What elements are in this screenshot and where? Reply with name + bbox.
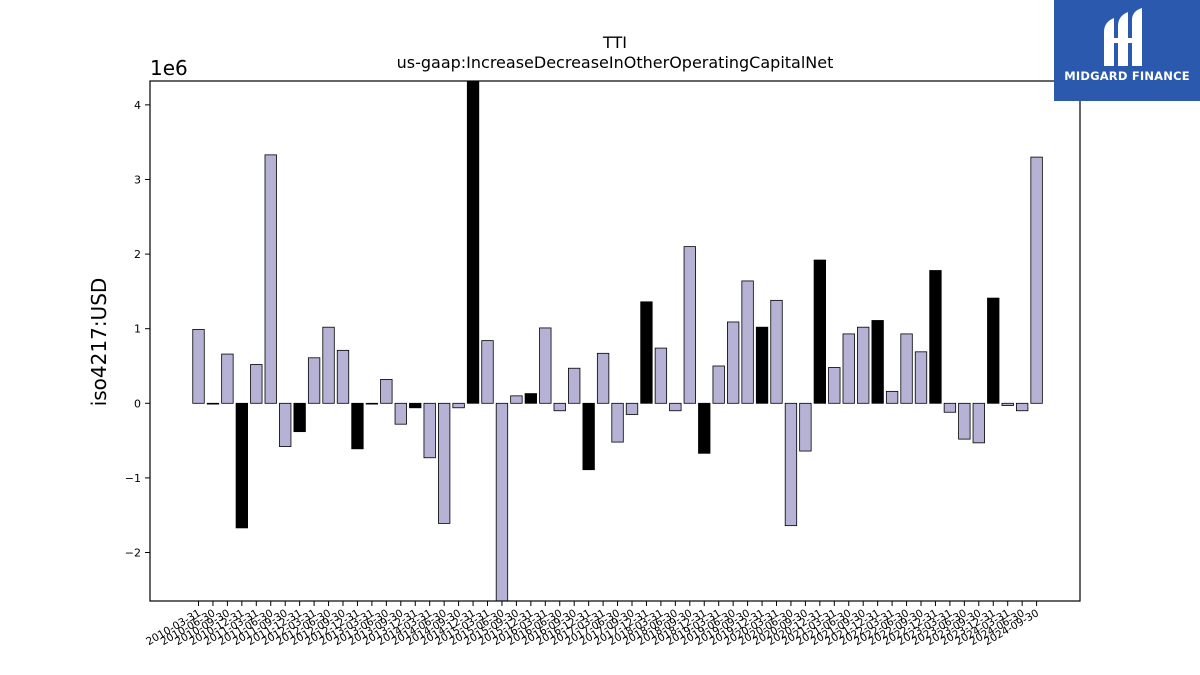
bar-2023-09-30	[972, 402, 985, 444]
bar-2022-09-30	[914, 351, 928, 404]
y-tick-label: 2	[134, 248, 141, 261]
y-tick-label: 3	[134, 173, 141, 186]
y-axis: −2 −1 0 1 2 3 4	[125, 99, 150, 560]
bar-2010-09-30	[221, 353, 234, 404]
bar-2016-12-31	[582, 402, 595, 471]
bar-2023-12-31	[987, 297, 1000, 404]
bar-2018-12-31	[698, 402, 711, 454]
bar-2010-06-30	[206, 402, 220, 405]
chart-title: TTI	[602, 33, 627, 52]
bar-2017-09-30	[625, 402, 639, 415]
bar-2018-03-31	[654, 347, 668, 404]
bar-2011-12-31	[293, 402, 306, 433]
bar-2024-03-31	[1001, 402, 1014, 406]
bar-2017-12-31	[640, 301, 653, 404]
bar-2021-06-30	[842, 333, 855, 404]
bar-2012-06-30	[322, 326, 335, 404]
bars-group	[192, 81, 1043, 601]
bar-2015-03-31	[481, 340, 494, 404]
bar-2020-06-30	[784, 402, 798, 527]
bar-2016-03-31	[539, 327, 552, 404]
bar-2018-09-30	[683, 246, 696, 404]
bar-2017-03-31	[596, 352, 610, 404]
bar-2015-09-30	[510, 395, 523, 404]
bar-2016-09-30	[568, 367, 581, 404]
bar-2022-06-30	[900, 333, 913, 404]
bar-2012-12-31	[351, 402, 364, 450]
bar-2013-03-31	[365, 402, 379, 405]
bar-2023-06-30	[958, 402, 971, 440]
bar-2021-09-30	[857, 326, 870, 404]
bar-2019-03-31	[712, 365, 725, 404]
bar-2014-06-30	[437, 402, 451, 524]
brand-logo: MIDGARD FINANCE	[1054, 0, 1200, 101]
bar-2020-03-31	[770, 299, 783, 404]
midgard-finance-logo-icon	[1104, 8, 1142, 66]
bar-2010-03-31	[192, 329, 205, 404]
bar-2021-03-31	[828, 367, 841, 404]
y-tick-label: −2	[125, 547, 141, 560]
bar-2022-03-31	[885, 390, 899, 404]
bar-2015-12-31	[524, 393, 537, 404]
bar-2017-06-30	[611, 402, 624, 443]
chart-subtitle: us-gaap:IncreaseDecreaseInOtherOperating…	[397, 53, 834, 72]
bar-2023-03-31	[943, 402, 957, 413]
bar-2011-06-30	[264, 154, 277, 404]
bar-2011-03-31	[250, 364, 263, 404]
bar-2011-09-30	[279, 402, 292, 447]
bar-2019-12-31	[755, 326, 769, 404]
bar-2020-09-30	[799, 402, 812, 452]
bar-2022-12-31	[929, 270, 942, 404]
y-tick-label: 1	[134, 323, 141, 336]
y-axis-label: iso4217:USD	[87, 278, 111, 407]
bar-2021-12-31	[871, 320, 884, 404]
brand-name: MIDGARD FINANCE	[1064, 69, 1190, 83]
bar-2015-06-30	[495, 402, 509, 601]
bar-2012-03-31	[307, 357, 321, 404]
y-tick-label: −1	[125, 472, 141, 485]
plot-frame	[149, 80, 1081, 602]
bar-2014-09-30	[452, 402, 465, 409]
bar-2024-09-30	[1030, 156, 1043, 404]
bar-2019-06-30	[727, 321, 740, 404]
y-tick-label: 0	[134, 397, 141, 410]
bar-2013-12-31	[409, 402, 422, 409]
bar-2020-12-31	[813, 259, 826, 404]
bar-2016-06-30	[553, 402, 566, 412]
bar-2013-06-30	[380, 379, 393, 404]
bar-2012-09-30	[336, 349, 350, 404]
bar-2019-09-30	[741, 280, 754, 404]
y-tick-label: 4	[134, 99, 141, 112]
bar-2014-03-31	[423, 402, 436, 459]
bar-2013-09-30	[394, 402, 407, 425]
bar-2018-06-30	[669, 402, 682, 412]
x-axis: 2010-03-312010-06-302010-09-302010-12-31…	[144, 601, 1041, 648]
y-scale-label: 1e6	[150, 56, 188, 80]
bar-2024-06-30	[1016, 402, 1029, 412]
bar-2014-12-31	[466, 81, 480, 404]
bar-2010-12-31	[235, 402, 249, 529]
